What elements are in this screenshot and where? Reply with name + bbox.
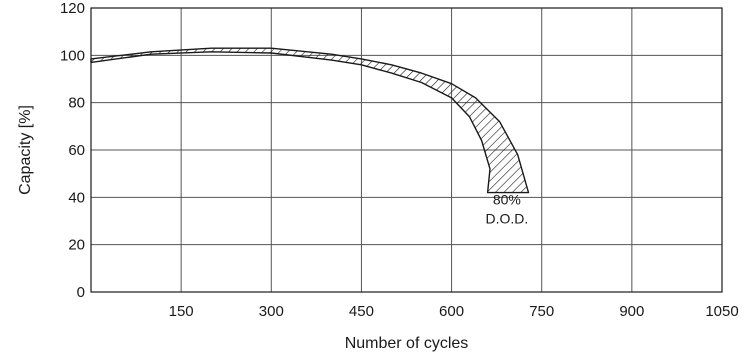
y-tick-label: 60 <box>68 142 85 159</box>
annotations: 80% D.O.D. <box>485 191 528 226</box>
y-axis-ticks: 0 20 40 60 80 100 120 <box>60 0 85 301</box>
capacity-band <box>90 47 530 194</box>
x-axis-ticks: 150 300 450 600 750 900 1050 <box>169 303 739 320</box>
x-tick-label: 1050 <box>705 303 738 320</box>
y-tick-label: 80 <box>68 95 85 112</box>
x-tick-label: 750 <box>529 303 554 320</box>
x-tick-label: 300 <box>259 303 284 320</box>
y-tick-label: 120 <box>60 0 85 17</box>
x-axis-title: Number of cycles <box>345 335 469 352</box>
y-tick-label: 0 <box>77 284 85 301</box>
annotation-1: D.O.D. <box>485 210 528 226</box>
y-tick-label: 40 <box>68 189 85 206</box>
y-tick-label: 20 <box>68 237 85 254</box>
y-axis-title: Capacity [%] <box>17 105 34 195</box>
plot-frame <box>90 7 723 293</box>
annotation-0: 80% <box>493 191 521 207</box>
x-tick-label: 150 <box>169 303 194 320</box>
capacity-band-area <box>90 47 530 194</box>
x-tick-label: 600 <box>439 303 464 320</box>
x-tick-label: 450 <box>349 303 374 320</box>
y-tick-label: 100 <box>60 47 85 64</box>
x-tick-label: 900 <box>619 303 644 320</box>
grid <box>91 8 722 292</box>
